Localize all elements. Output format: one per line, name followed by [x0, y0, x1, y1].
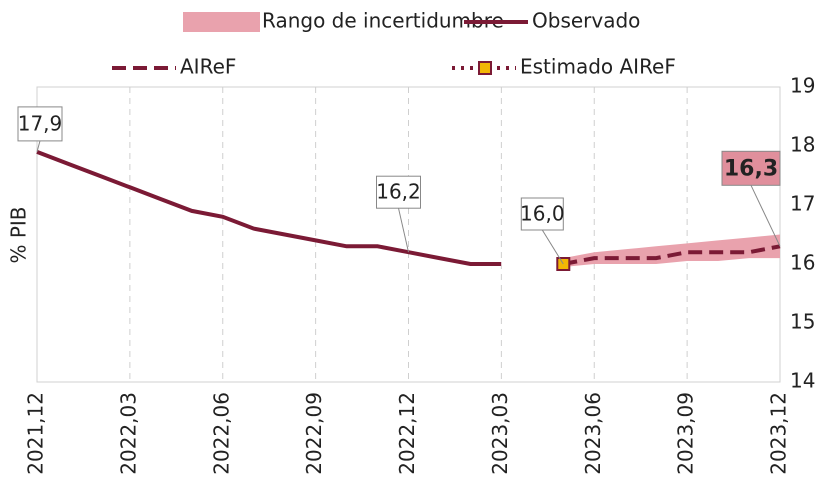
x-tick-label: 2022,06: [209, 392, 233, 475]
y-tick-label: 15: [790, 310, 815, 334]
x-tick-label: 2023,06: [581, 392, 605, 475]
legend-marker: [478, 61, 492, 75]
leader-line: [36, 140, 41, 153]
legend-label: Rango de incertidumbre: [262, 9, 504, 33]
leader-line: [398, 208, 409, 253]
data-label: 16,2: [376, 180, 421, 204]
y-axis-label: % PIB: [7, 206, 31, 263]
legend-label: Estimado AIReF: [520, 55, 676, 79]
data-label: 16,0: [520, 202, 565, 226]
x-tick-label: 2023,12: [767, 392, 791, 475]
x-tick-label: 2022,03: [116, 392, 140, 475]
label-box: [17, 106, 63, 142]
y-tick-label: 16: [790, 251, 815, 275]
leader-line: [750, 185, 781, 247]
series-line: [36, 150, 502, 266]
data-label: 16,3: [724, 156, 778, 181]
y-tick-label: 17: [790, 192, 815, 216]
label-box: [721, 150, 781, 186]
y-tick-label: 18: [790, 133, 815, 157]
x-tick-label: 2023,09: [674, 392, 698, 475]
x-tick-label: 2022,09: [302, 392, 326, 475]
x-tick-label: 2022,12: [395, 392, 419, 475]
leader-line: [541, 229, 564, 265]
series-line: [562, 244, 781, 266]
y-tick-label: 19: [790, 74, 815, 98]
label-box: [520, 197, 564, 231]
uncertainty-band: [563, 234, 780, 267]
label-box: [376, 175, 421, 209]
y-tick-label: 14: [790, 369, 815, 393]
x-tick-label: 2023,03: [488, 392, 512, 475]
x-tick-label: 2021,12: [24, 392, 48, 475]
data-label: 17,9: [18, 111, 63, 135]
legend-label: Observado: [532, 9, 640, 33]
legend-label: AIReF: [180, 55, 236, 79]
legend-swatch: [183, 12, 260, 32]
